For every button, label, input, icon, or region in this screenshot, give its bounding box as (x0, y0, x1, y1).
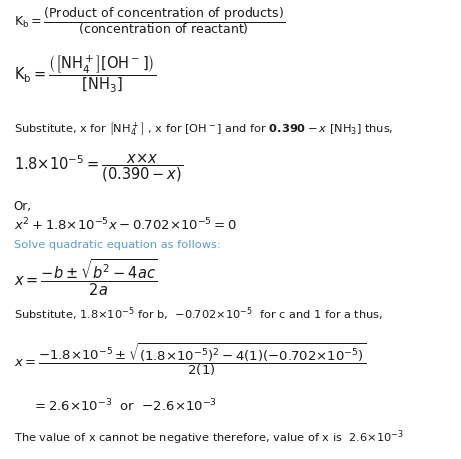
Text: $x^2 +1.8{\times}10^{-5}x -0.702{\times}10^{-5} = 0$: $x^2 +1.8{\times}10^{-5}x -0.702{\times}… (14, 217, 237, 233)
Text: $\mathrm{K_b} = \dfrac{\left(\left[\mathrm{NH_4^+}\right]\left[\mathrm{OH^-}\rig: $\mathrm{K_b} = \dfrac{\left(\left[\math… (14, 53, 156, 94)
Text: Or,: Or, (14, 199, 32, 212)
Text: Substitute, x for $\left[\mathrm{NH_4^+}\right]$ , x for $\left[\mathrm{OH^-}\ri: Substitute, x for $\left[\mathrm{NH_4^+}… (14, 121, 393, 138)
Text: Substitute, $1.8{\times}10^{-5}$ for b,  $-0.702{\times}10^{-5}$  for c and 1 fo: Substitute, $1.8{\times}10^{-5}$ for b, … (14, 305, 383, 323)
Text: $1.8{\times}10^{-5} = \dfrac{x{\times}x}{(0.390 - x)}$: $1.8{\times}10^{-5} = \dfrac{x{\times}x}… (14, 151, 183, 184)
Text: Solve quadratic equation as follows:: Solve quadratic equation as follows: (14, 239, 220, 249)
Text: $x = \dfrac{-b \pm \sqrt{b^2 - 4ac}}{2a}$: $x = \dfrac{-b \pm \sqrt{b^2 - 4ac}}{2a}… (14, 257, 158, 297)
Text: $= 2.6{\times}10^{-3}$  or  $-2.6{\times}10^{-3}$: $= 2.6{\times}10^{-3}$ or $-2.6{\times}1… (32, 397, 217, 413)
Text: $x = \dfrac{-1.8{\times}10^{-5} \pm \sqrt{\left(1.8{\times}10^{-5}\right)^2 - 4(: $x = \dfrac{-1.8{\times}10^{-5} \pm \sqr… (14, 341, 366, 377)
Text: $\mathrm{K_b} = \dfrac{\mathrm{(Product\ of\ concentration\ of\ products)}}{\mat: $\mathrm{K_b} = \dfrac{\mathrm{(Product\… (14, 5, 285, 37)
Text: The value of x cannot be negative therefore, value of x is  $2.6{\times}10^{-3}$: The value of x cannot be negative theref… (14, 428, 403, 446)
